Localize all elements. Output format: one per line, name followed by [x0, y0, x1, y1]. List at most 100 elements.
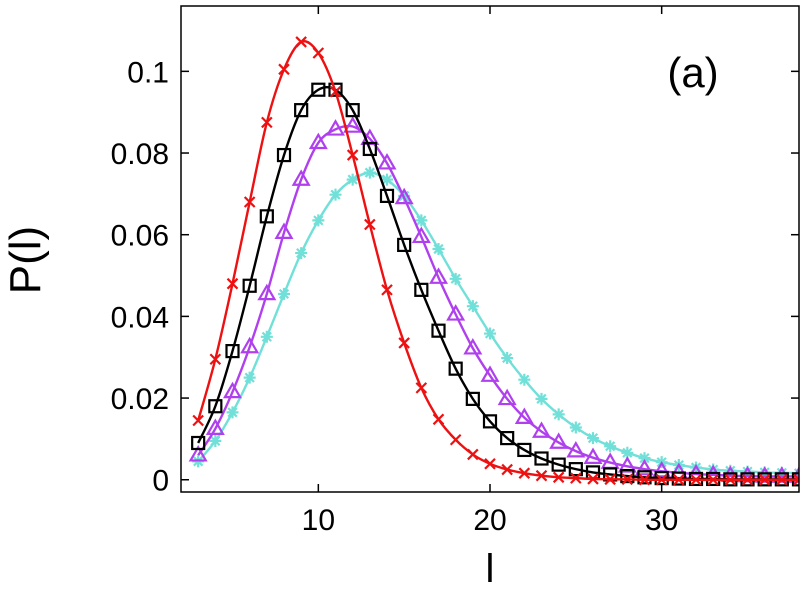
data-point-triangle	[617, 456, 637, 473]
data-point-triangle	[428, 267, 449, 284]
data-point-triangle	[394, 187, 414, 205]
data-point-x	[329, 85, 342, 98]
data-point-asterisk	[260, 330, 273, 343]
data-point-asterisk	[638, 452, 651, 465]
data-point-x	[604, 473, 616, 486]
y-tick-label: 0.06	[111, 220, 169, 253]
x-axis-label: l	[486, 547, 495, 591]
data-point-square	[242, 278, 257, 293]
data-point-asterisk	[621, 446, 634, 459]
data-point-triangle	[480, 365, 500, 382]
data-point-asterisk	[295, 247, 308, 260]
data-point-asterisk	[707, 463, 720, 476]
data-point-x	[381, 284, 393, 296]
data-point-asterisk	[569, 421, 582, 434]
data-point-x	[364, 218, 376, 231]
data-point-asterisk	[604, 440, 617, 453]
data-point-x	[501, 463, 513, 476]
data-point-x	[638, 473, 651, 486]
data-point-square	[208, 399, 223, 414]
data-point-asterisk	[415, 214, 428, 227]
y-tick-label: 0.02	[111, 383, 169, 416]
data-point-x	[449, 433, 462, 446]
series-line-purple-triangle	[197, 124, 799, 478]
data-point-x	[587, 473, 599, 485]
data-point-square	[431, 323, 446, 338]
data-point-x	[621, 473, 634, 486]
data-point-triangle	[274, 222, 294, 239]
data-point-x	[793, 473, 799, 486]
data-point-triangle	[222, 381, 243, 399]
data-point-x	[673, 473, 685, 486]
data-point-x	[346, 149, 359, 161]
data-point-x	[261, 116, 273, 129]
data-point-square	[259, 209, 274, 224]
series-black-square	[191, 82, 799, 487]
data-point-square	[448, 361, 463, 376]
data-point-triangle	[343, 116, 363, 133]
data-point-square	[294, 103, 309, 118]
data-point-triangle	[652, 460, 672, 478]
data-point-asterisk	[741, 465, 754, 478]
data-point-square	[637, 470, 652, 485]
data-point-triangle	[411, 226, 431, 244]
data-point-square	[671, 471, 686, 486]
data-point-asterisk	[346, 173, 359, 186]
data-point-asterisk	[278, 287, 290, 300]
data-point-triangle	[446, 304, 466, 321]
data-point-square	[311, 82, 326, 97]
data-point-x	[724, 473, 737, 486]
x-tick-label: 10	[302, 504, 335, 537]
series-red-x	[192, 36, 799, 486]
data-point-x	[192, 414, 204, 427]
data-point-asterisk	[552, 408, 565, 421]
data-point-x	[467, 448, 479, 461]
data-point-triangle	[583, 447, 603, 464]
data-point-square	[225, 344, 240, 359]
data-point-square	[414, 282, 429, 297]
data-point-x	[570, 472, 582, 484]
data-point-square	[276, 147, 292, 163]
data-point-square	[345, 103, 360, 118]
data-point-triangle	[257, 283, 277, 301]
panel-label: (a)	[667, 49, 718, 96]
data-point-square	[654, 471, 669, 486]
data-point-square	[191, 435, 206, 451]
data-point-asterisk	[226, 406, 239, 419]
data-point-square	[482, 414, 498, 429]
series-layer	[188, 36, 799, 487]
data-point-triangle	[188, 445, 208, 462]
data-point-asterisk	[518, 373, 531, 386]
data-point-x	[312, 47, 325, 59]
data-point-x	[278, 63, 290, 76]
data-point-triangle	[325, 119, 346, 136]
data-point-asterisk	[209, 434, 222, 447]
data-point-asterisk	[363, 166, 376, 179]
data-point-asterisk	[449, 272, 462, 285]
y-tick-label: 0.08	[111, 138, 169, 171]
data-point-x	[776, 473, 788, 486]
y-tick-label: 0.1	[127, 56, 169, 89]
x-tick-label: 30	[645, 504, 678, 537]
data-point-square	[500, 430, 515, 446]
data-point-square	[551, 457, 566, 472]
data-point-triangle	[634, 458, 655, 476]
data-point-square	[517, 442, 532, 458]
data-point-x	[518, 467, 531, 479]
data-point-x	[552, 471, 565, 484]
data-point-x	[655, 473, 668, 486]
data-point-square	[620, 468, 635, 484]
data-point-x	[209, 353, 222, 366]
data-point-asterisk	[484, 327, 496, 340]
data-point-triangle	[497, 388, 517, 406]
data-point-x	[690, 473, 702, 486]
series-purple-triangle	[188, 116, 799, 483]
data-point-triangle	[377, 153, 397, 170]
data-point-asterisk	[535, 392, 548, 405]
y-axis-label: P(l)	[1, 226, 50, 294]
data-point-x	[758, 473, 771, 486]
data-point-asterisk	[381, 173, 393, 186]
data-point-square	[328, 82, 343, 97]
tick-layer: 10 20 30 0 0.02 0.04 0.06 0.08 0.1	[111, 6, 799, 537]
